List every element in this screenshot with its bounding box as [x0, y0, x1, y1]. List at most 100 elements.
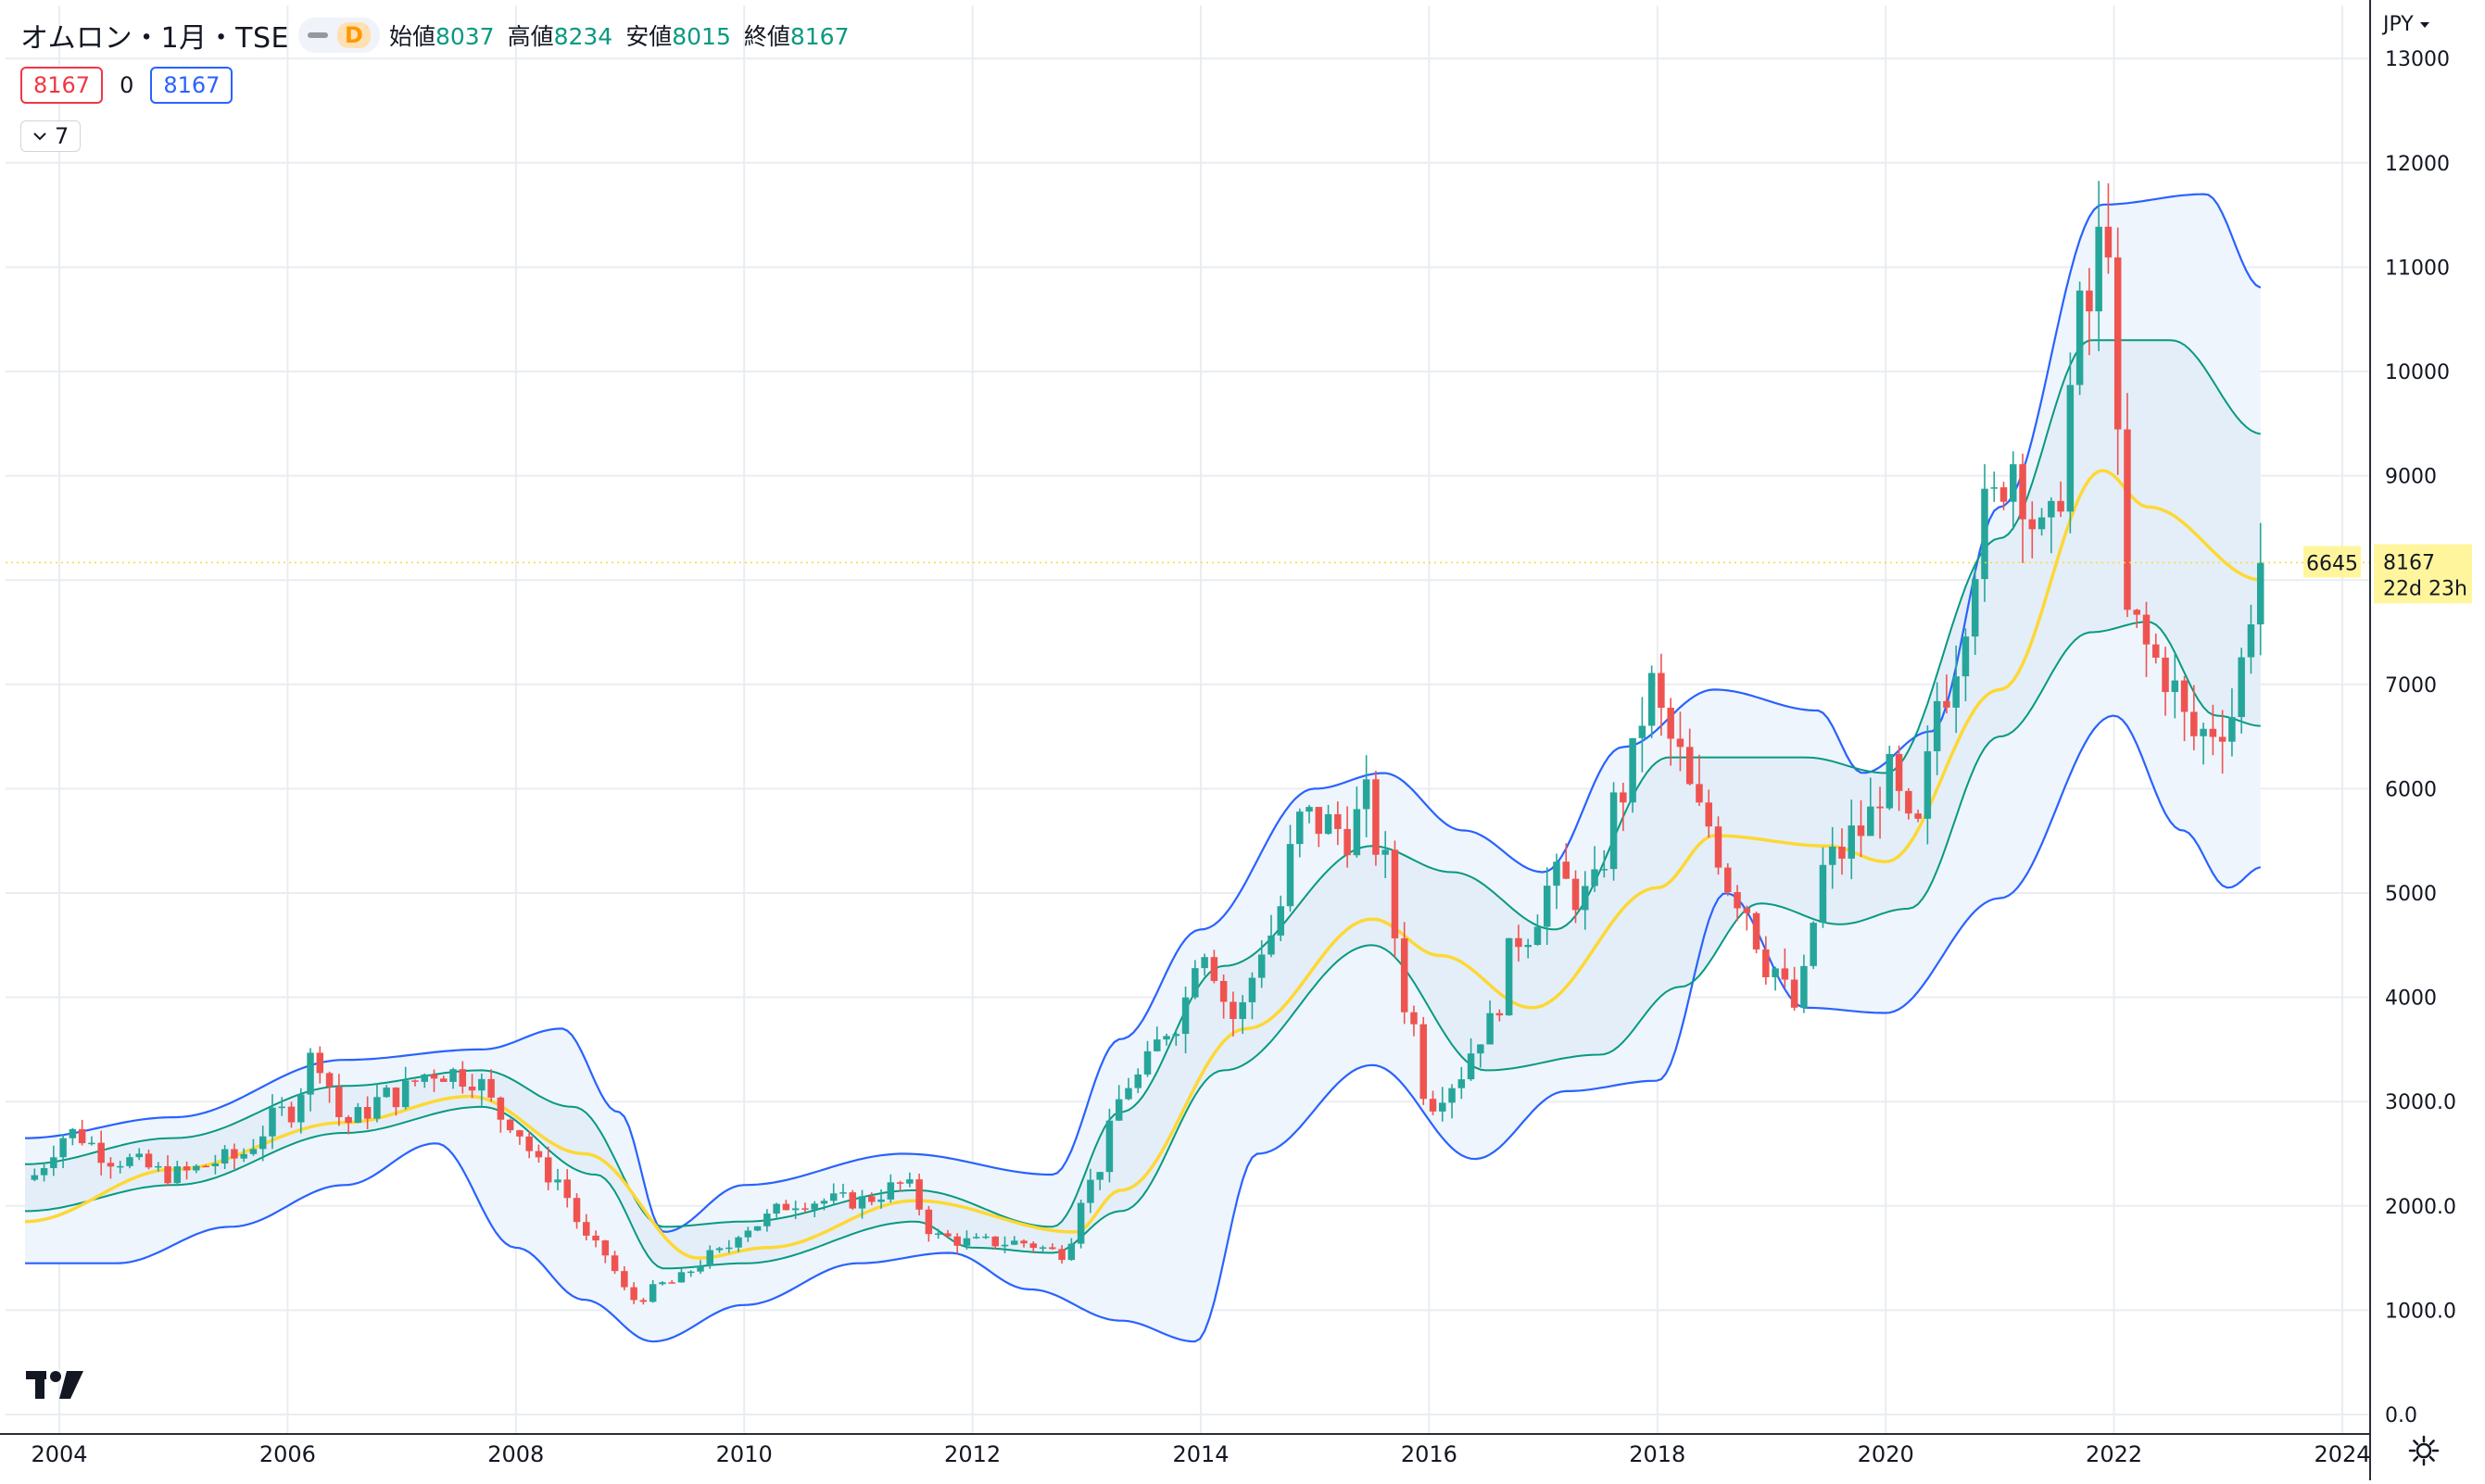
price-axis-label: 7000	[2385, 674, 2437, 698]
candle-body	[1324, 813, 1332, 835]
currency-selector[interactable]: JPY	[2383, 13, 2430, 36]
candle-body	[1895, 753, 1903, 791]
last-price-tag	[2374, 544, 2472, 604]
candle-body	[1685, 747, 1694, 785]
candle-body	[982, 1236, 990, 1239]
candle-body	[183, 1166, 191, 1171]
inner-band-lower-line	[25, 621, 2261, 1270]
candle-body	[1067, 1243, 1076, 1261]
time-axis-label: 2020	[1858, 1441, 1914, 1467]
candle-body	[877, 1199, 885, 1202]
candle-body	[573, 1198, 581, 1223]
candle-body	[583, 1222, 590, 1236]
candle-body	[1219, 980, 1228, 1002]
candle-body	[1876, 806, 1884, 809]
candle-body	[1192, 968, 1199, 998]
candle-body	[335, 1087, 343, 1117]
time-axis-label: 2016	[1401, 1441, 1457, 1467]
candle-body	[782, 1203, 790, 1211]
candle-body	[297, 1094, 305, 1123]
candle-body	[991, 1236, 999, 1247]
candle-body	[706, 1250, 713, 1266]
candle-body	[1647, 673, 1656, 726]
currency-label: JPY	[2383, 13, 2414, 36]
interval-pill[interactable]: D	[298, 18, 380, 53]
price-axis-label: 12000	[2385, 153, 2450, 176]
candle-body	[1362, 779, 1370, 810]
candle-body	[1334, 813, 1342, 829]
candle-body	[1696, 784, 1703, 803]
candle-body	[2028, 519, 2037, 530]
candle-body	[373, 1097, 381, 1119]
candle-body	[421, 1074, 428, 1082]
candle-body	[1439, 1102, 1446, 1112]
candle-body	[1867, 806, 1874, 836]
candle-body	[31, 1175, 39, 1180]
bollinger-lower-line	[25, 714, 2262, 1343]
settings-gear-icon[interactable]	[2407, 1434, 2441, 1471]
low-label: 安値	[625, 23, 673, 50]
candle-body	[363, 1107, 372, 1119]
candle-body	[59, 1138, 67, 1158]
candle-body	[953, 1236, 961, 1246]
candle-body	[820, 1201, 828, 1204]
candle-body	[2113, 257, 2122, 430]
tradingview-logo-icon[interactable]	[26, 1369, 85, 1406]
candle-body	[1134, 1074, 1142, 1088]
symbol-title[interactable]: オムロン・1月・TSE	[20, 22, 290, 55]
candle-body	[1857, 825, 1865, 836]
candle-body	[40, 1168, 48, 1176]
candle-body	[2037, 517, 2046, 530]
candle-body	[2104, 226, 2113, 258]
price-axis-label: 6000	[2385, 778, 2437, 801]
sell-button[interactable]: 8167	[20, 67, 104, 104]
candle-body	[1400, 937, 1408, 1012]
candle-body	[1962, 636, 1970, 677]
chevron-down-icon	[33, 132, 46, 141]
candle-body	[269, 1107, 276, 1137]
time-axis-label: 2006	[259, 1441, 316, 1467]
candle-body	[1477, 1044, 1484, 1054]
candle-body	[1058, 1249, 1066, 1261]
candle-body	[211, 1163, 220, 1166]
candle-body	[1163, 1036, 1170, 1040]
candle-body	[440, 1078, 448, 1082]
candle-body	[1248, 977, 1256, 1002]
candle-body	[554, 1179, 561, 1183]
candle-body	[1620, 792, 1627, 803]
candle-body	[2086, 290, 2093, 312]
buy-button[interactable]: 8167	[150, 67, 233, 104]
candle-body	[1391, 849, 1399, 938]
candle-body	[173, 1166, 182, 1184]
candle-body	[1210, 957, 1218, 981]
candle-body	[972, 1237, 980, 1239]
candle-body	[858, 1196, 866, 1209]
candle-body	[1762, 949, 1770, 977]
candle-body	[1115, 1099, 1123, 1121]
candle-body	[1296, 811, 1304, 845]
candle-body	[2075, 290, 2084, 385]
candle-body	[1990, 487, 1998, 489]
indicators-toggle-button[interactable]: 7	[20, 120, 82, 152]
candle-body	[2019, 464, 2026, 520]
candle-body	[1353, 809, 1361, 856]
candle-body	[1143, 1050, 1152, 1075]
candle-body	[1658, 673, 1665, 709]
candle-body	[2057, 500, 2064, 512]
candle-body	[2124, 429, 2131, 610]
candle-body	[2152, 644, 2160, 658]
candle-body	[325, 1073, 334, 1088]
candle-body	[1571, 878, 1580, 911]
candle-body	[1486, 1012, 1494, 1045]
candle-body	[1790, 979, 1798, 1008]
price-axis-label: 3000.0	[2385, 1091, 2456, 1114]
candle-body	[1999, 487, 2008, 502]
candle-body	[1154, 1039, 1161, 1051]
candle-body	[1752, 912, 1760, 950]
candle-body	[1105, 1120, 1114, 1173]
candle-body	[1772, 968, 1779, 977]
candle-body	[1828, 847, 1836, 865]
spread-value: 0	[120, 72, 134, 98]
